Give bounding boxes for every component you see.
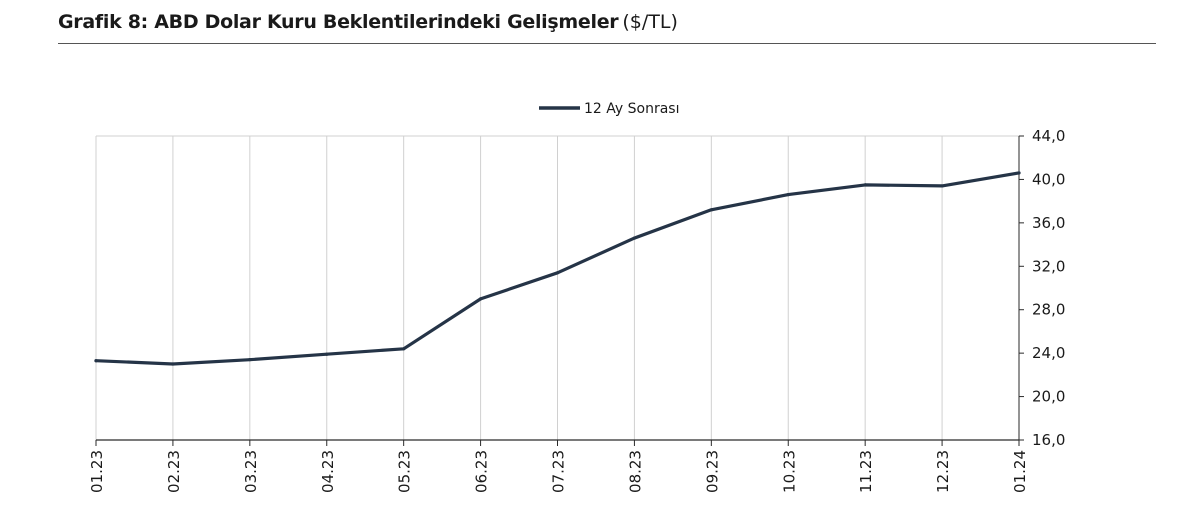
data-point (171, 362, 175, 366)
data-point (786, 193, 790, 197)
y-tick-label: 24,0 (1032, 344, 1065, 362)
x-tick-label: 05.23 (396, 450, 414, 493)
x-tick-label: 04.23 (319, 450, 337, 493)
data-point (402, 347, 406, 351)
y-tick-label: 20,0 (1032, 388, 1065, 406)
chart-title-text: Grafik 8: ABD Dolar Kuru Beklentilerinde… (58, 11, 619, 33)
title-divider (58, 43, 1156, 44)
y-tick-label: 32,0 (1032, 257, 1065, 275)
y-tick-label: 44,0 (1032, 127, 1065, 145)
x-tick-label: 02.23 (165, 450, 183, 493)
x-tick-label: 07.23 (550, 450, 568, 493)
data-point (94, 359, 98, 363)
data-point (555, 271, 560, 275)
data-point (940, 184, 944, 188)
data-point (248, 358, 252, 362)
chart-title-unit: ($/TL) (622, 11, 678, 33)
x-tick-label: 06.23 (473, 450, 491, 493)
x-tick-label: 09.23 (703, 450, 721, 493)
y-tick-label: 28,0 (1032, 301, 1065, 319)
x-tick-label: 03.23 (242, 450, 260, 493)
x-tick-label: 12.23 (934, 450, 952, 493)
data-point (632, 236, 637, 240)
chart-title: Grafik 8: ABD Dolar Kuru Beklentilerinde… (58, 11, 678, 33)
legend-label: 12 Ay Sonrası (584, 101, 679, 117)
x-tick-label: 01.24 (1011, 450, 1029, 493)
data-point (478, 297, 483, 301)
data-point (325, 352, 329, 356)
data-point (709, 208, 713, 212)
x-tick-label: 01.23 (88, 450, 106, 493)
data-point (1017, 171, 1021, 175)
y-tick-label: 36,0 (1032, 214, 1065, 232)
x-tick-label: 08.23 (626, 450, 644, 493)
data-point (863, 183, 867, 187)
y-tick-label: 16,0 (1032, 431, 1065, 449)
x-tick-label: 11.23 (857, 450, 875, 493)
x-tick-label: 10.23 (780, 450, 798, 493)
y-tick-label: 40,0 (1032, 170, 1065, 188)
